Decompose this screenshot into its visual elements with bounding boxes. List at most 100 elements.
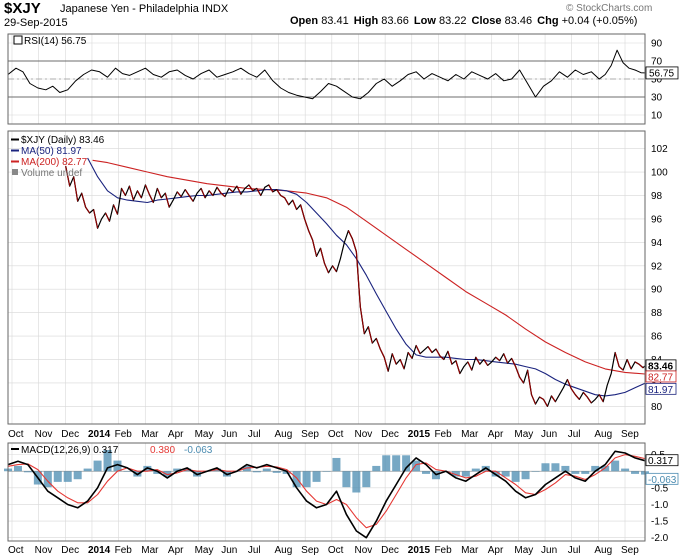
ma200-line — [92, 159, 646, 375]
chart-date: 29-Sep-2015 — [4, 17, 68, 29]
macd-histogram-bar — [73, 471, 82, 480]
price-tick-label: 100 — [651, 168, 668, 179]
macd-histogram-bar — [561, 465, 570, 472]
price-down-segment — [128, 185, 134, 201]
price-tick-label: 98 — [651, 191, 663, 202]
price-down-segment — [93, 209, 99, 229]
price-down-segment — [319, 248, 326, 264]
price-down-segment — [355, 251, 361, 307]
price-down-segment — [216, 186, 222, 194]
macd-histogram-bar — [581, 471, 590, 474]
price-down-segment — [379, 348, 385, 358]
price-down-segment — [85, 206, 91, 214]
price-down-segment — [308, 230, 314, 241]
price-panel-frame — [7, 130, 646, 425]
macd-histogram-bar — [302, 471, 311, 488]
x-axis-label-bottom: Dec — [61, 545, 79, 556]
price-tick-label: 80 — [651, 402, 663, 413]
x-axis-label-bottom: May — [195, 545, 214, 556]
price-down-segment — [304, 218, 310, 231]
macd-histogram-bar — [272, 471, 281, 473]
price-down-segment — [515, 366, 521, 378]
x-axis-label: Aug — [275, 429, 293, 440]
macd-histogram-bar — [601, 465, 610, 472]
price-down-segment — [276, 189, 282, 196]
x-axis-label-bottom: Jun — [541, 545, 557, 556]
price-down-segment — [539, 396, 544, 400]
x-axis-label-bottom: Aug — [275, 545, 293, 556]
close-label: Close — [471, 15, 502, 27]
x-axis-label: Jul — [568, 429, 581, 440]
watermark: © StockCharts.com — [566, 3, 653, 14]
price-down-segment — [447, 351, 453, 365]
macd-line — [7, 450, 646, 539]
macd-histogram-bar — [531, 471, 540, 472]
macd-histogram-bar — [372, 465, 381, 472]
ohlc-summary: Open 83.41 High 83.66 Low 83.22 Close 83… — [290, 15, 639, 27]
price-down-segment — [383, 357, 389, 372]
macd-histogram-bar — [621, 468, 630, 472]
price-down-segment — [220, 192, 226, 198]
x-axis-label-bottom: Jun — [221, 545, 237, 556]
x-axis-label-bottom: Nov — [354, 545, 372, 556]
ma50-last-value: 81.97 — [648, 385, 673, 396]
price-down-segment — [367, 326, 373, 344]
x-axis-label: Sep — [301, 429, 319, 440]
ma50-last-value-box — [645, 382, 677, 395]
x-axis-label: Jul — [248, 429, 261, 440]
x-axis-label-bottom: Jul — [568, 545, 581, 556]
macd-panel-frame — [7, 442, 646, 542]
price-down-segment — [427, 346, 433, 353]
macd-histogram-bar — [392, 455, 401, 472]
price-tick-label: 90 — [651, 285, 663, 296]
x-axis-label-bottom: Apr — [488, 545, 504, 556]
price-tick-label: 92 — [651, 261, 663, 272]
x-axis-label-bottom: Feb — [434, 545, 452, 556]
price-down-segment — [455, 360, 461, 374]
macd-histogram-bar — [461, 471, 470, 477]
macd-histogram-bar — [123, 471, 132, 472]
x-axis-label: May — [514, 429, 533, 440]
macd-histogram-bar — [521, 471, 530, 480]
chg-value: +0.04 (+0.05%) — [561, 15, 638, 27]
high-label: High — [353, 15, 379, 27]
macd-histogram-bar — [63, 471, 72, 482]
x-axis-label-bottom: 2015 — [408, 545, 431, 556]
price-down-segment — [435, 348, 441, 357]
price-down-segment — [550, 395, 556, 403]
x-axis-label: Aug — [594, 429, 612, 440]
price-down-segment — [391, 353, 397, 365]
ma200-last-value: 82.77 — [648, 372, 673, 383]
macd-histogram-bar — [93, 460, 102, 472]
price-down-segment — [156, 188, 162, 199]
price-down-segment — [236, 185, 242, 195]
macd-histogram-bar — [83, 468, 92, 472]
price-down-segment — [148, 194, 154, 203]
x-axis-label-bottom: Oct — [328, 545, 344, 556]
rsi-last-value-box — [645, 66, 679, 80]
price-down-segment — [120, 188, 126, 196]
price-down-segment — [407, 352, 413, 359]
price-down-segment — [268, 184, 274, 193]
price-down-segment — [526, 369, 533, 395]
price-down-segment — [638, 363, 644, 369]
x-axis-label: Nov — [35, 429, 53, 440]
macd-histogram-bar — [262, 468, 271, 472]
price-down-segment — [598, 394, 604, 403]
price-down-segment — [439, 355, 445, 360]
price-down-segment — [570, 388, 576, 396]
x-axis-label: Mar — [141, 429, 159, 440]
macd-histogram-bar — [342, 471, 351, 488]
price-down-segment — [586, 396, 592, 404]
macd-histogram-bar — [252, 471, 261, 473]
x-axis-label: Jun — [221, 429, 237, 440]
rsi-panel-frame — [7, 33, 646, 125]
rsi-tick-label: 50 — [651, 75, 663, 86]
rsi-tick-label: 90 — [651, 39, 663, 50]
high-value: 83.66 — [381, 15, 409, 27]
chart-symbol: $XJY — [4, 0, 41, 17]
macd-histogram-bar — [591, 465, 600, 472]
low-value: 83.22 — [438, 15, 467, 27]
price-down-segment — [292, 199, 298, 210]
rsi-last-value: 56.75 — [649, 68, 674, 79]
